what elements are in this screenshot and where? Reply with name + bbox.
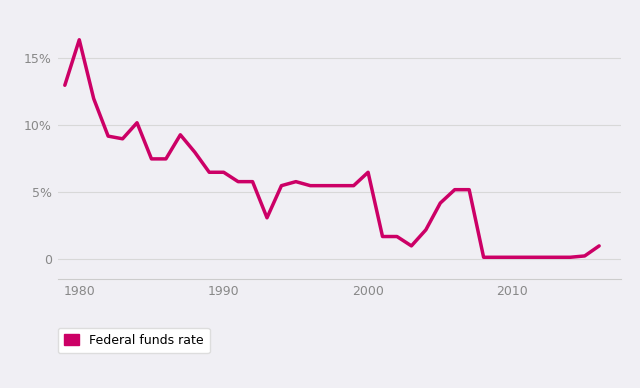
Legend: Federal funds rate: Federal funds rate [58,327,210,353]
